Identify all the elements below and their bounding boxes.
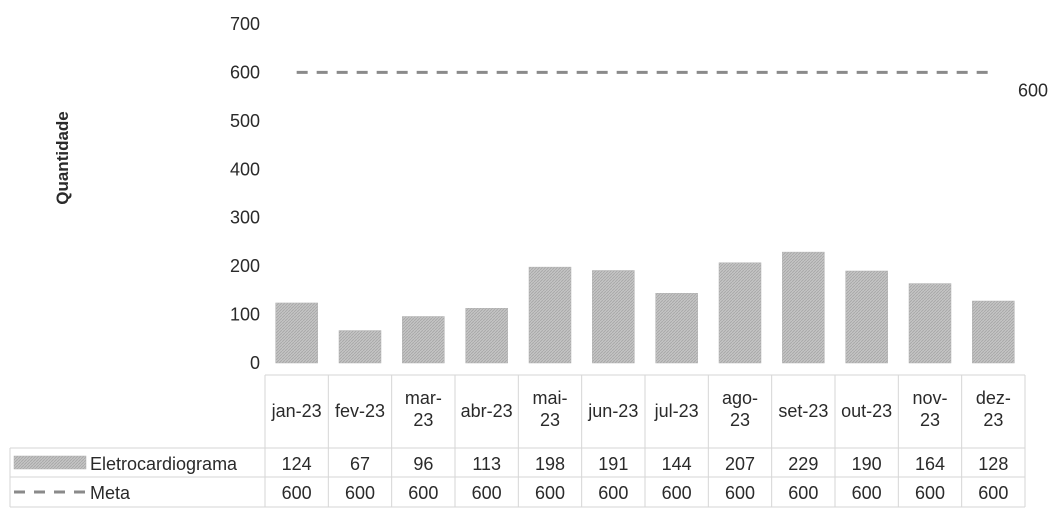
y-tick-label: 200 — [230, 256, 260, 276]
y-tick-label: 700 — [230, 14, 260, 34]
bar — [782, 251, 825, 364]
x-tick-label: abr-23 — [461, 401, 513, 421]
data-label-eletrocardiograma: 207 — [725, 454, 755, 474]
data-label-eletrocardiograma: 164 — [915, 454, 945, 474]
bar — [718, 262, 762, 364]
data-label-eletrocardiograma: 67 — [350, 454, 370, 474]
x-tick-label: out-23 — [841, 401, 892, 421]
x-tick-label: jan-23 — [271, 401, 322, 421]
x-tick-label: jul-23 — [654, 401, 699, 421]
bar-series — [275, 251, 1015, 364]
data-label-meta: 600 — [725, 483, 755, 503]
bar — [655, 293, 698, 364]
data-label-eletrocardiograma: 144 — [662, 454, 692, 474]
legend-label-meta: Meta — [90, 483, 131, 503]
x-tick-label: jun-23 — [587, 401, 638, 421]
y-axis: 0 100 200 300 400 500 600 700 — [230, 14, 260, 373]
bar — [275, 302, 318, 364]
data-label-eletrocardiograma: 113 — [472, 454, 501, 474]
data-label-eletrocardiograma: 229 — [788, 454, 818, 474]
x-tick-label: set-23 — [778, 401, 828, 421]
y-axis-title: Quantidade — [53, 111, 72, 205]
bar — [528, 266, 572, 364]
data-label-meta: 600 — [662, 483, 692, 503]
bar — [972, 300, 1015, 364]
data-label-meta: 600 — [915, 483, 945, 503]
x-tick-label: mar-23 — [405, 388, 442, 430]
data-label-eletrocardiograma: 128 — [978, 454, 1008, 474]
data-label-meta: 600 — [472, 483, 502, 503]
y-tick-label: 0 — [250, 353, 260, 373]
x-tick-label: dez-23 — [976, 388, 1011, 430]
data-label-eletrocardiograma: 124 — [282, 454, 312, 474]
meta-end-label: 600 — [1018, 80, 1048, 100]
data-label-meta: 600 — [978, 483, 1008, 503]
bar — [465, 308, 508, 364]
data-label-eletrocardiograma: 96 — [413, 454, 433, 474]
x-tick-label: mai-23 — [533, 388, 568, 430]
legend-label-eletrocardiograma: Eletrocardiograma — [90, 454, 238, 474]
data-label-eletrocardiograma: 198 — [535, 454, 565, 474]
data-table: jan-23 fev-23 mar-23 abr-23 mai-23 jun-23 jul-… — [9, 374, 1026, 508]
bar — [402, 316, 445, 364]
x-tick-label: ago-23 — [722, 388, 758, 430]
data-label-meta: 600 — [852, 483, 882, 503]
data-label-meta: 600 — [345, 483, 375, 503]
data-label-meta: 600 — [282, 483, 312, 503]
y-tick-label: 300 — [230, 208, 260, 228]
data-label-meta: 600 — [535, 483, 565, 503]
legend-swatch-eletrocardiograma — [13, 455, 87, 470]
y-tick-label: 500 — [230, 111, 260, 131]
meta-line-series: 600 — [296, 70, 1048, 100]
data-label-meta: 600 — [788, 483, 818, 503]
bar — [845, 270, 888, 364]
data-label-meta: 600 — [598, 483, 628, 503]
bar — [338, 330, 382, 364]
y-tick-label: 600 — [230, 62, 260, 82]
y-tick-label: 100 — [230, 305, 260, 325]
bar — [592, 270, 635, 364]
data-label-meta: 600 — [408, 483, 438, 503]
data-label-eletrocardiograma: 191 — [598, 454, 628, 474]
y-tick-label: 400 — [230, 159, 260, 179]
data-label-eletrocardiograma: 190 — [852, 454, 882, 474]
bar — [908, 283, 952, 364]
x-tick-label: fev-23 — [335, 401, 385, 421]
x-tick-label: nov-23 — [912, 388, 947, 430]
